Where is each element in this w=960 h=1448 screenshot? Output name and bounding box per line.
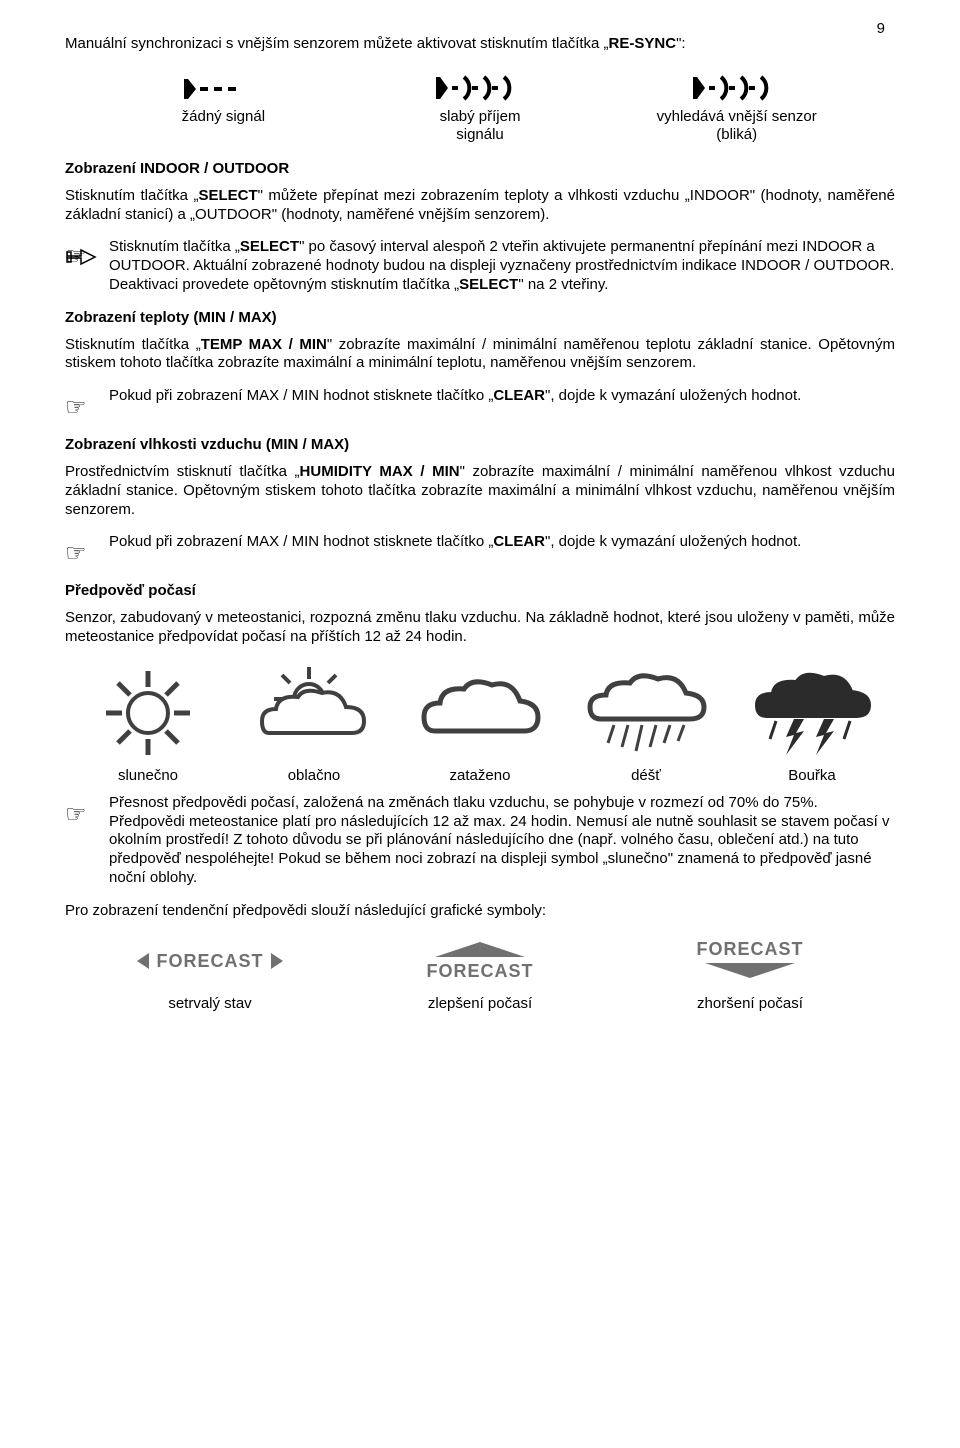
weather-partly-label: oblačno [231, 767, 397, 784]
forecast-better-label: zlepšení počasí [345, 995, 615, 1012]
forecast-worse-icon: FORECAST [615, 934, 885, 989]
heading-temp: Zobrazení teploty (MIN / MAX) [65, 309, 895, 326]
indoor-p1: Stisknutím tlačítka „SELECT" můžete přep… [65, 187, 895, 225]
sun-icon [65, 661, 231, 761]
forecast-p1: Senzor, zabudovaný v meteostanici, rozpo… [65, 609, 895, 647]
storm-icon [729, 661, 895, 761]
temp-p1: Stisknutím tlačítka „TEMP MAX / MIN" zob… [65, 336, 895, 374]
weather-partly: oblačno [231, 661, 397, 784]
forecast-steady-icon: FORECAST [75, 934, 345, 989]
heading-humidity: Zobrazení vlhkosti vzduchu (MIN / MAX) [65, 436, 895, 453]
forecast-steady: FORECAST setrvalý stav [75, 934, 345, 1012]
note-4: ☞ Přesnost předpovědi počasí, založená n… [65, 794, 895, 888]
pointing-hand-icon: ☞ [65, 238, 109, 274]
note-2-text: Pokud při zobrazení MAX / MIN hodnot sti… [109, 387, 895, 406]
signal-weak: slabý příjemsignálu [352, 68, 609, 144]
svg-text:☞: ☞ [65, 244, 87, 270]
signal-none-icon [95, 68, 352, 106]
heading-forecast: Předpověď počasí [65, 582, 895, 599]
weather-sunny: slunečno [65, 661, 231, 784]
weather-rain-label: déšť [563, 767, 729, 784]
signal-none: žádný signál [95, 68, 352, 126]
intro-bold: RE-SYNC [609, 35, 677, 52]
signal-weak-label: slabý příjemsignálu [352, 108, 609, 144]
tendency-intro: Pro zobrazení tendenční předpovědi slouž… [65, 902, 895, 921]
note-1-text: Stisknutím tlačítka „SELECT" po časový i… [109, 238, 895, 294]
weather-cloudy: zataženo [397, 661, 563, 784]
forecast-better: FORECAST zlepšení počasí [345, 934, 615, 1012]
svg-text:FORECAST: FORECAST [697, 939, 804, 959]
forecast-worse: FORECAST zhoršení počasí [615, 934, 885, 1012]
note-4-text: Přesnost předpovědi počasí, založená na … [109, 794, 895, 888]
svg-text:FORECAST: FORECAST [427, 961, 534, 981]
page-number: 9 [877, 20, 885, 37]
note-2: ☞ Pokud při zobrazení MAX / MIN hodnot s… [65, 387, 895, 422]
intro-text: Manuální synchronizaci s vnějším senzore… [65, 35, 895, 54]
pointing-hand-icon: ☞ [65, 387, 109, 422]
note-3-text: Pokud při zobrazení MAX / MIN hodnot sti… [109, 533, 895, 552]
weather-rain: déšť [563, 661, 729, 784]
weather-row: slunečno oblačno [65, 661, 895, 784]
pointing-hand-icon: ☞ [65, 533, 109, 568]
signal-search: vyhledává vnější senzor(bliká) [608, 68, 865, 144]
cloud-icon [397, 661, 563, 761]
forecast-row: FORECAST setrvalý stav FORECAST zlepšení… [75, 934, 885, 1012]
rain-icon [563, 661, 729, 761]
weather-sunny-label: slunečno [65, 767, 231, 784]
forecast-word: FORECAST [157, 951, 264, 971]
note-1: ☞ Stisknutím tlačítka „SELECT" po časový… [65, 238, 895, 294]
signal-none-label: žádný signál [95, 108, 352, 126]
weather-storm-label: Bouřka [729, 767, 895, 784]
signal-row: žádný signál slabý příjemsignálu [95, 68, 865, 144]
humidity-p1: Prostřednictvím stisknutí tlačítka „HUMI… [65, 463, 895, 519]
signal-search-icon [608, 68, 865, 106]
note-3: ☞ Pokud při zobrazení MAX / MIN hodnot s… [65, 533, 895, 568]
weather-cloudy-label: zataženo [397, 767, 563, 784]
signal-weak-icon [352, 68, 609, 106]
forecast-steady-label: setrvalý stav [75, 995, 345, 1012]
forecast-worse-label: zhoršení počasí [615, 995, 885, 1012]
signal-search-label: vyhledává vnější senzor(bliká) [608, 108, 865, 144]
partly-cloudy-icon [231, 661, 397, 761]
weather-storm: Bouřka [729, 661, 895, 784]
heading-indoor-outdoor: Zobrazení INDOOR / OUTDOOR [65, 160, 895, 177]
forecast-better-icon: FORECAST [345, 934, 615, 989]
pointing-hand-icon: ☞ [65, 794, 109, 829]
